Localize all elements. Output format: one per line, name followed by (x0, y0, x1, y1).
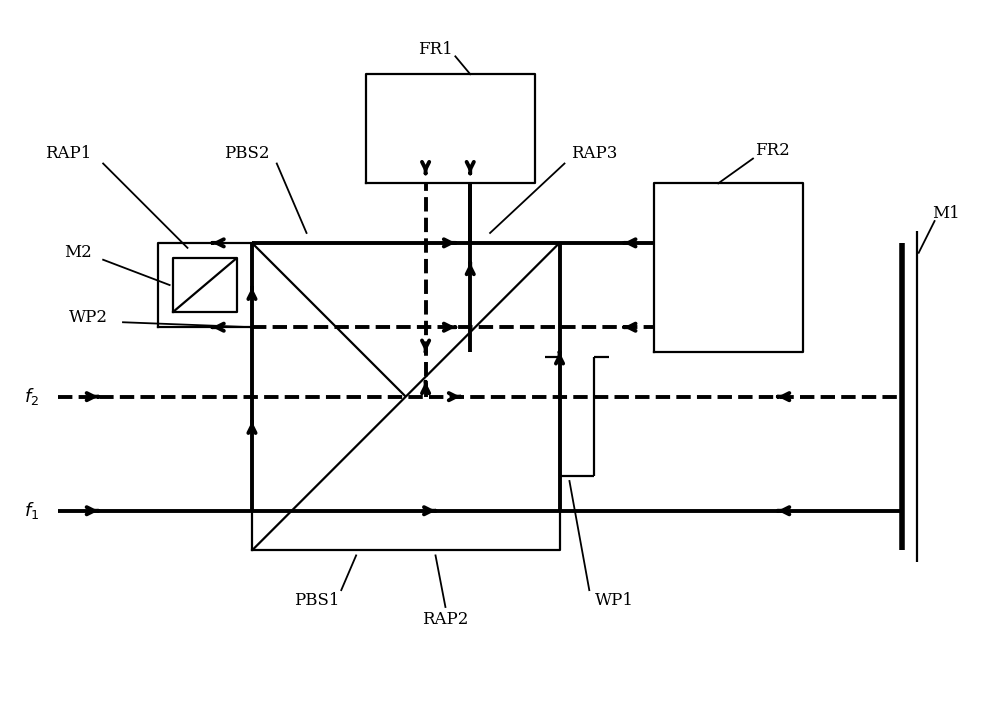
Text: PBS1: PBS1 (294, 592, 339, 609)
Text: M1: M1 (933, 204, 960, 221)
Text: FR1: FR1 (418, 41, 453, 58)
Text: FR2: FR2 (755, 142, 790, 159)
Text: WP1: WP1 (595, 592, 634, 609)
Text: WP2: WP2 (69, 309, 108, 326)
Text: M2: M2 (64, 245, 92, 262)
Text: RAP2: RAP2 (422, 612, 469, 629)
Text: PBS2: PBS2 (224, 145, 270, 162)
Text: RAP3: RAP3 (571, 145, 617, 162)
Text: RAP1: RAP1 (45, 145, 92, 162)
Text: $f_1$: $f_1$ (24, 501, 39, 521)
Text: $f_2$: $f_2$ (24, 386, 39, 407)
